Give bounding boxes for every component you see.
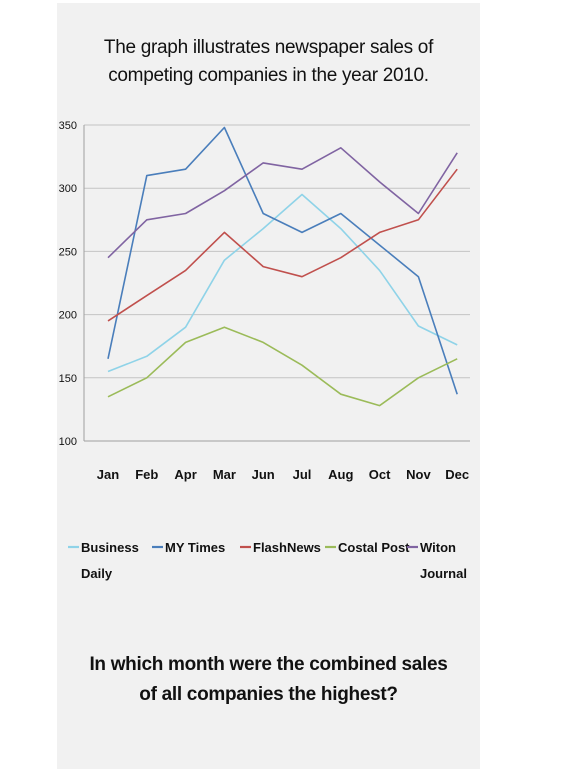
chart-title-line-2: competing companies in the year 2010. [108, 65, 429, 86]
y-tick-label: 350 [59, 120, 77, 132]
x-tick-label: Apr [174, 467, 196, 482]
x-tick-label: Jan [97, 467, 119, 482]
legend-label: Costal Post [338, 540, 410, 555]
legend-label: Witon [420, 540, 456, 555]
x-tick-label: Jul [293, 467, 312, 482]
question-line-2: of all companies the highest? [139, 684, 398, 705]
chart-title-line-1: The graph illustrates newspaper sales of [103, 37, 434, 58]
legend-label: Journal [420, 566, 467, 581]
series-line-witon-journal [107, 147, 458, 259]
chart-card [57, 3, 480, 769]
question-text: In which month were the combined sales o… [57, 650, 480, 710]
legend-label: MY Times [165, 540, 225, 555]
chart-title: The graph illustrates newspaper sales of… [57, 34, 480, 90]
y-tick-label: 150 [59, 373, 77, 385]
x-tick-label: Oct [369, 467, 391, 482]
series-line-flashnews [107, 168, 458, 322]
legend-label: Daily [81, 566, 113, 581]
y-tick-label: 200 [59, 310, 77, 322]
y-tick-label: 300 [59, 183, 77, 195]
legend-label: FlashNews [253, 540, 321, 555]
series-line-my-times [107, 126, 458, 395]
x-tick-label: Aug [328, 467, 353, 482]
x-tick-label: Mar [213, 467, 236, 482]
question-line-1: In which month were the combined sales [89, 654, 448, 675]
x-tick-label: Jun [252, 467, 275, 482]
series-line-business-daily [107, 193, 458, 373]
legend-label: Business [81, 540, 139, 555]
y-tick-label: 250 [59, 246, 77, 258]
x-tick-label: Nov [406, 467, 431, 482]
y-tick-label: 100 [59, 436, 77, 448]
series-line-costal-post [107, 326, 458, 407]
x-tick-label: Feb [135, 467, 158, 482]
x-tick-label: Dec [445, 467, 469, 482]
